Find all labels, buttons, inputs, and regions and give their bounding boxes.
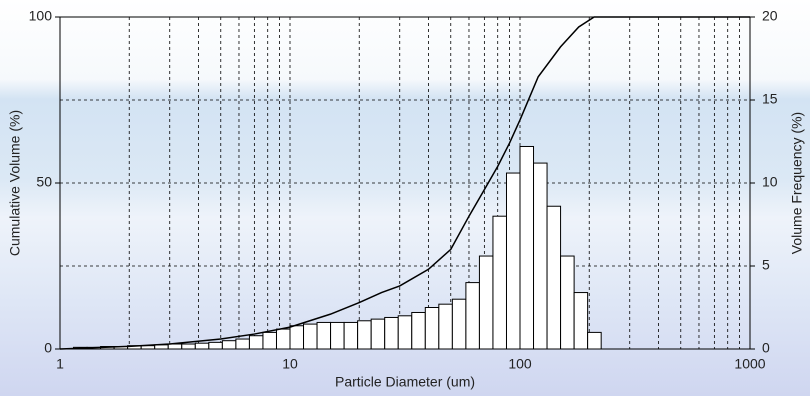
x-tick-label: 100 — [508, 356, 532, 372]
bar — [167, 343, 183, 350]
cumulative-line — [59, 16, 750, 350]
bar — [357, 320, 372, 350]
bar — [262, 331, 277, 350]
x-tick-label: 1000 — [734, 356, 765, 372]
bar — [560, 255, 575, 350]
bar — [533, 162, 548, 350]
bar — [424, 307, 440, 350]
bar — [478, 255, 494, 350]
bar — [384, 316, 399, 350]
bar — [181, 343, 196, 350]
bar — [289, 325, 305, 350]
bar — [316, 321, 332, 350]
bar — [438, 303, 453, 350]
bar — [451, 298, 467, 350]
y2-tick-label: 5 — [762, 257, 770, 273]
bar — [573, 292, 589, 350]
bar — [465, 282, 480, 350]
y2-tick-label: 0 — [762, 340, 770, 356]
bar — [587, 331, 602, 350]
y2-axis-label: Volume Frequency (%) — [789, 112, 805, 254]
y2-tick-label: 15 — [762, 91, 778, 107]
y2-tick-label: 20 — [762, 8, 778, 24]
x-tick-label: 10 — [282, 356, 298, 372]
bar — [546, 205, 562, 350]
bar — [397, 315, 413, 350]
bar — [505, 172, 521, 350]
bar — [492, 215, 507, 350]
x-axis-label: Particle Diameter (um) — [335, 374, 475, 390]
bar — [370, 318, 386, 350]
bar — [519, 145, 535, 350]
bar — [208, 341, 223, 350]
bar — [411, 311, 426, 350]
bar — [275, 328, 291, 350]
y-tick-label: 50 — [36, 174, 52, 190]
bar — [303, 323, 318, 350]
bar — [194, 342, 210, 350]
y-tick-label: 100 — [29, 8, 53, 24]
bar — [221, 340, 237, 350]
x-tick-label: 1 — [56, 356, 64, 372]
bar — [343, 321, 359, 350]
y-axis-label: Cumulative Volume (%) — [7, 110, 23, 256]
y-tick-label: 0 — [44, 340, 52, 356]
y2-tick-label: 10 — [762, 174, 778, 190]
bar — [248, 335, 264, 350]
bar — [330, 321, 345, 350]
plot-frame — [59, 16, 751, 350]
bar — [235, 338, 250, 350]
